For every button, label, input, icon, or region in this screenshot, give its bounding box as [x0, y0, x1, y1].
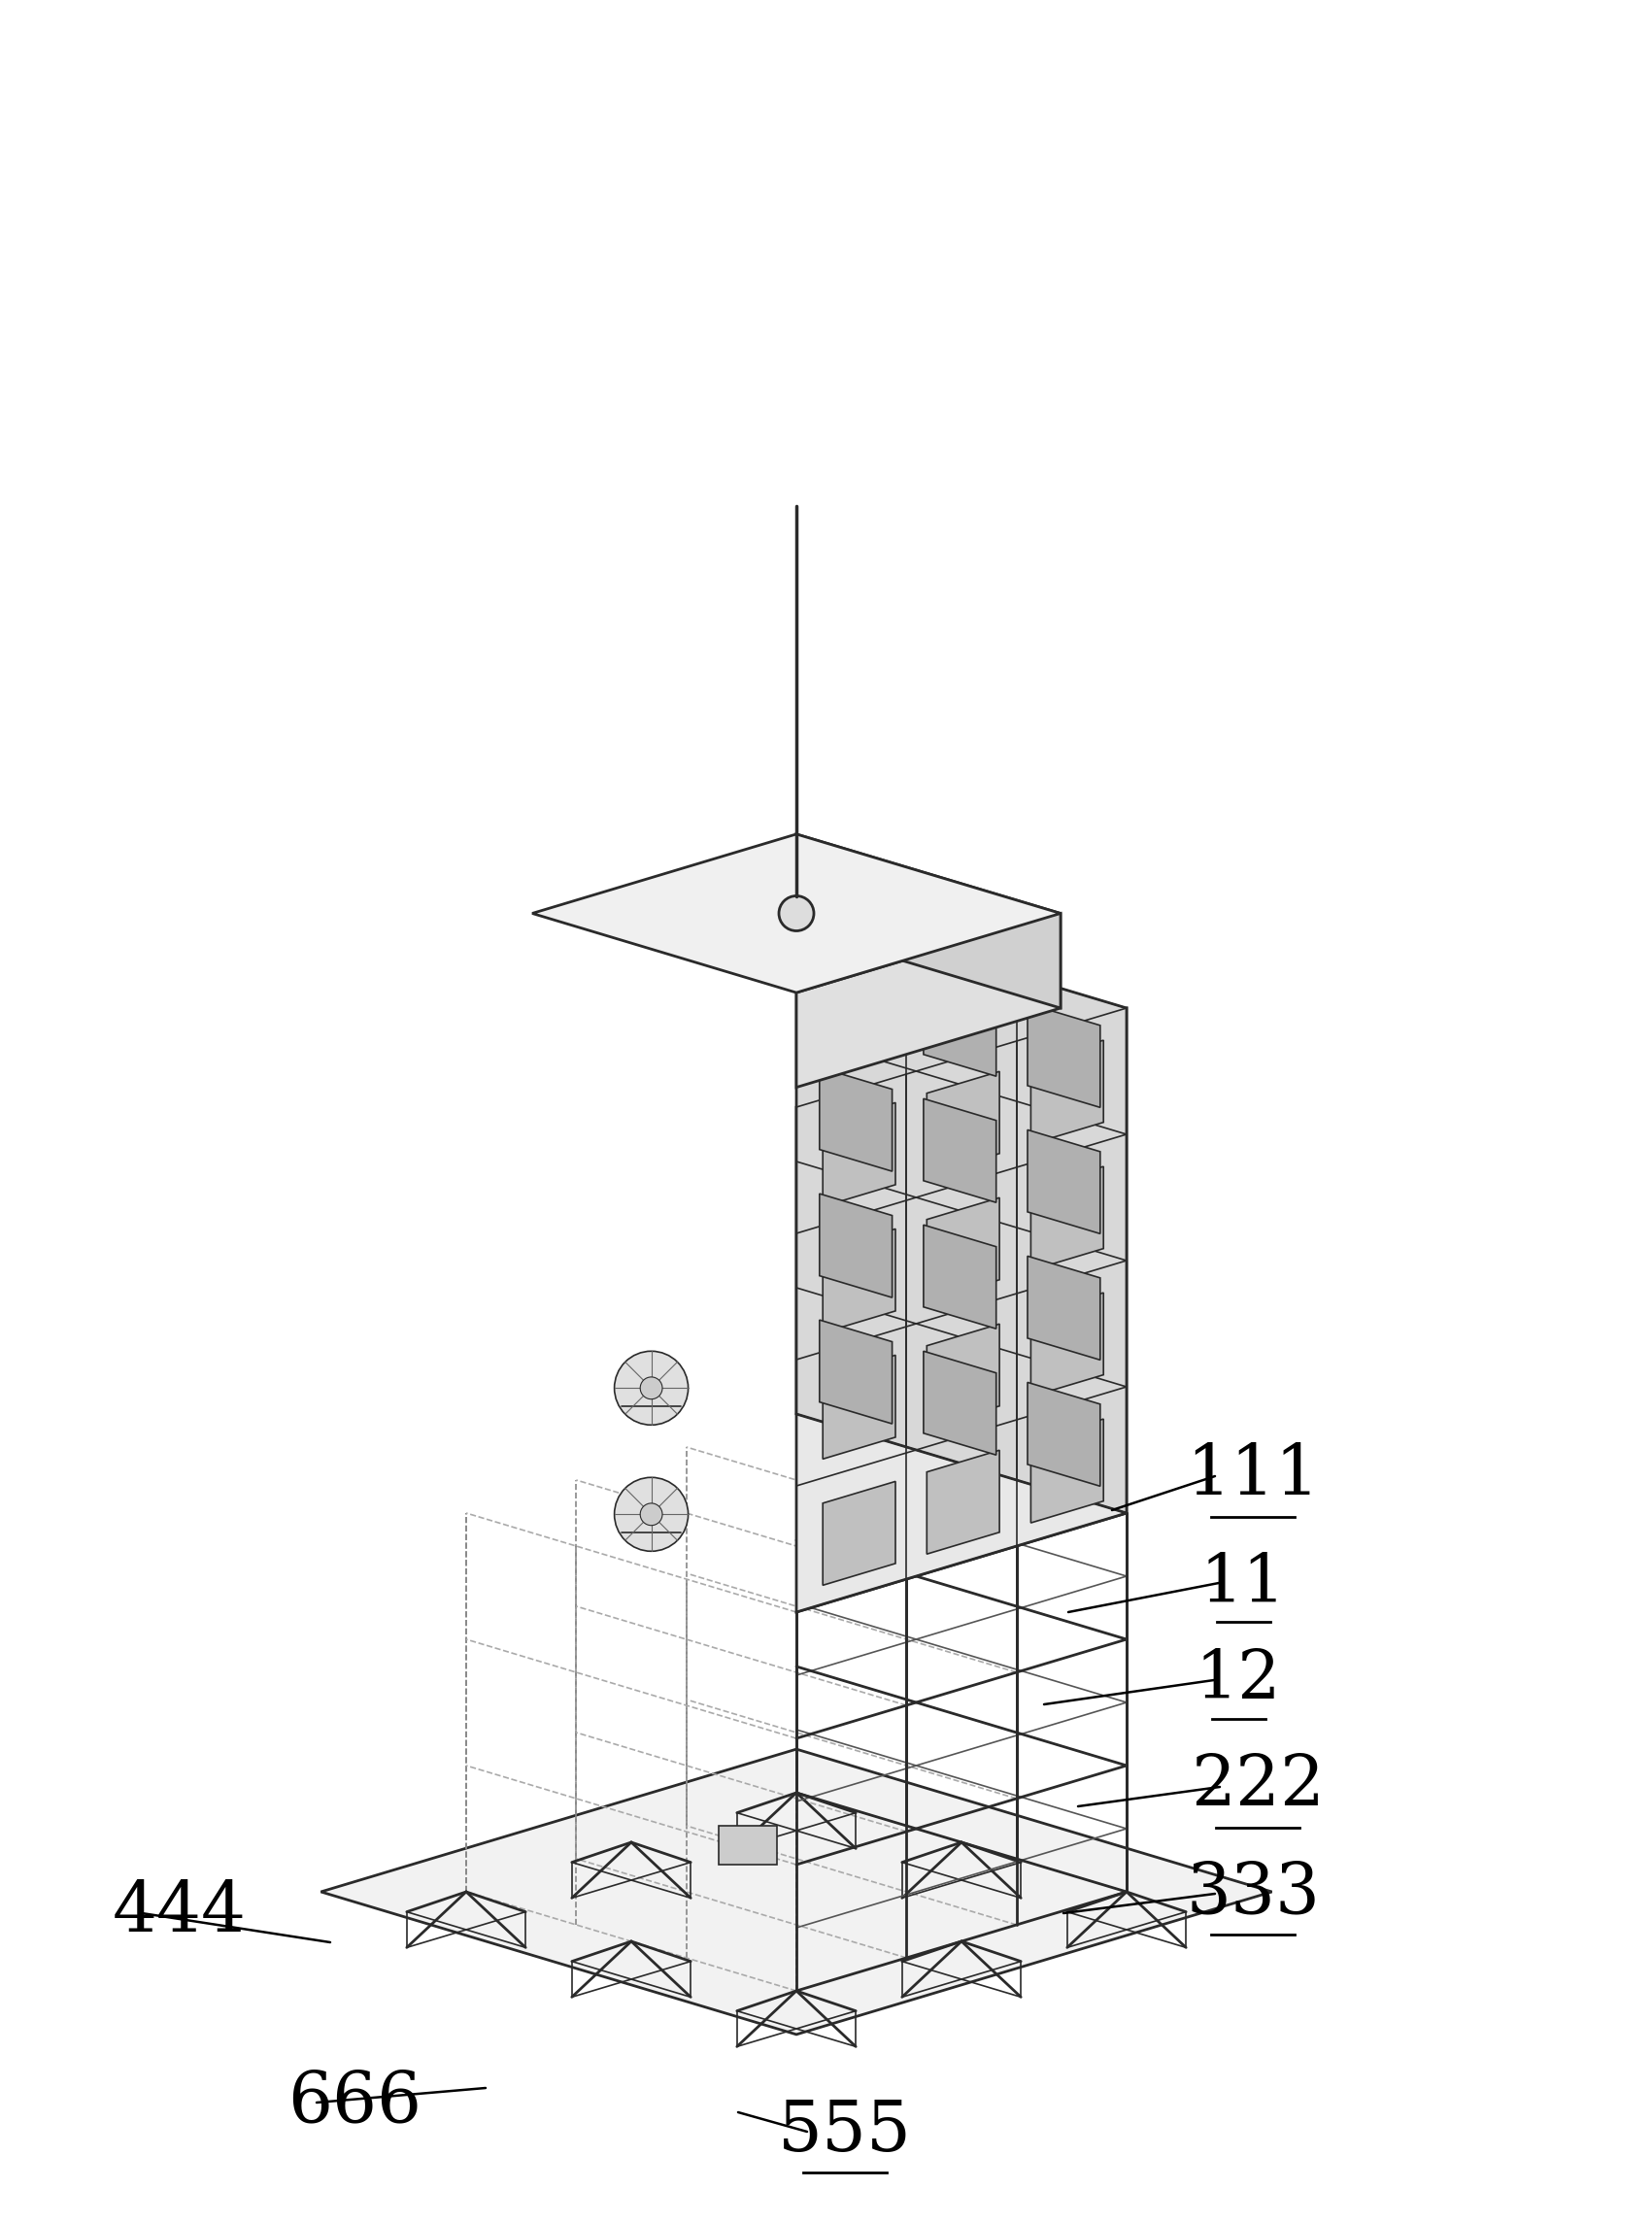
- Text: 444: 444: [112, 1880, 246, 1946]
- Circle shape: [778, 895, 814, 931]
- Polygon shape: [1028, 1004, 1100, 1107]
- Polygon shape: [320, 1749, 1272, 2035]
- Polygon shape: [719, 1826, 776, 1864]
- Polygon shape: [927, 1324, 999, 1429]
- Polygon shape: [927, 1451, 999, 1553]
- Polygon shape: [823, 1482, 895, 1584]
- Polygon shape: [819, 1067, 892, 1171]
- Text: 555: 555: [778, 2098, 912, 2166]
- Polygon shape: [1031, 1167, 1104, 1271]
- Circle shape: [615, 1351, 689, 1424]
- Polygon shape: [796, 833, 1061, 1009]
- Text: 111: 111: [1186, 1442, 1320, 1511]
- Polygon shape: [1031, 1040, 1104, 1144]
- Polygon shape: [927, 1071, 999, 1175]
- Polygon shape: [1028, 1255, 1100, 1360]
- Polygon shape: [823, 1102, 895, 1207]
- Polygon shape: [923, 1098, 996, 1202]
- Polygon shape: [796, 913, 1061, 1087]
- Polygon shape: [1028, 1129, 1100, 1233]
- Polygon shape: [923, 1351, 996, 1455]
- Polygon shape: [796, 1009, 1127, 1613]
- Circle shape: [641, 1378, 662, 1400]
- Polygon shape: [796, 909, 1127, 1513]
- Polygon shape: [819, 942, 892, 1044]
- Polygon shape: [1031, 1293, 1104, 1398]
- Polygon shape: [532, 833, 1061, 993]
- Circle shape: [615, 1478, 689, 1551]
- Polygon shape: [819, 1193, 892, 1298]
- Text: 11: 11: [1199, 1551, 1287, 1615]
- Polygon shape: [823, 1355, 895, 1460]
- Polygon shape: [927, 1198, 999, 1302]
- Polygon shape: [823, 1229, 895, 1333]
- Text: 222: 222: [1191, 1753, 1325, 1822]
- Polygon shape: [1031, 1420, 1104, 1522]
- Polygon shape: [923, 973, 996, 1075]
- Text: 666: 666: [287, 2069, 421, 2138]
- Text: 12: 12: [1196, 1649, 1282, 1713]
- Polygon shape: [1028, 1382, 1100, 1487]
- Text: 333: 333: [1186, 1860, 1320, 1929]
- Circle shape: [641, 1504, 662, 1524]
- Polygon shape: [819, 1320, 892, 1424]
- Polygon shape: [923, 1224, 996, 1329]
